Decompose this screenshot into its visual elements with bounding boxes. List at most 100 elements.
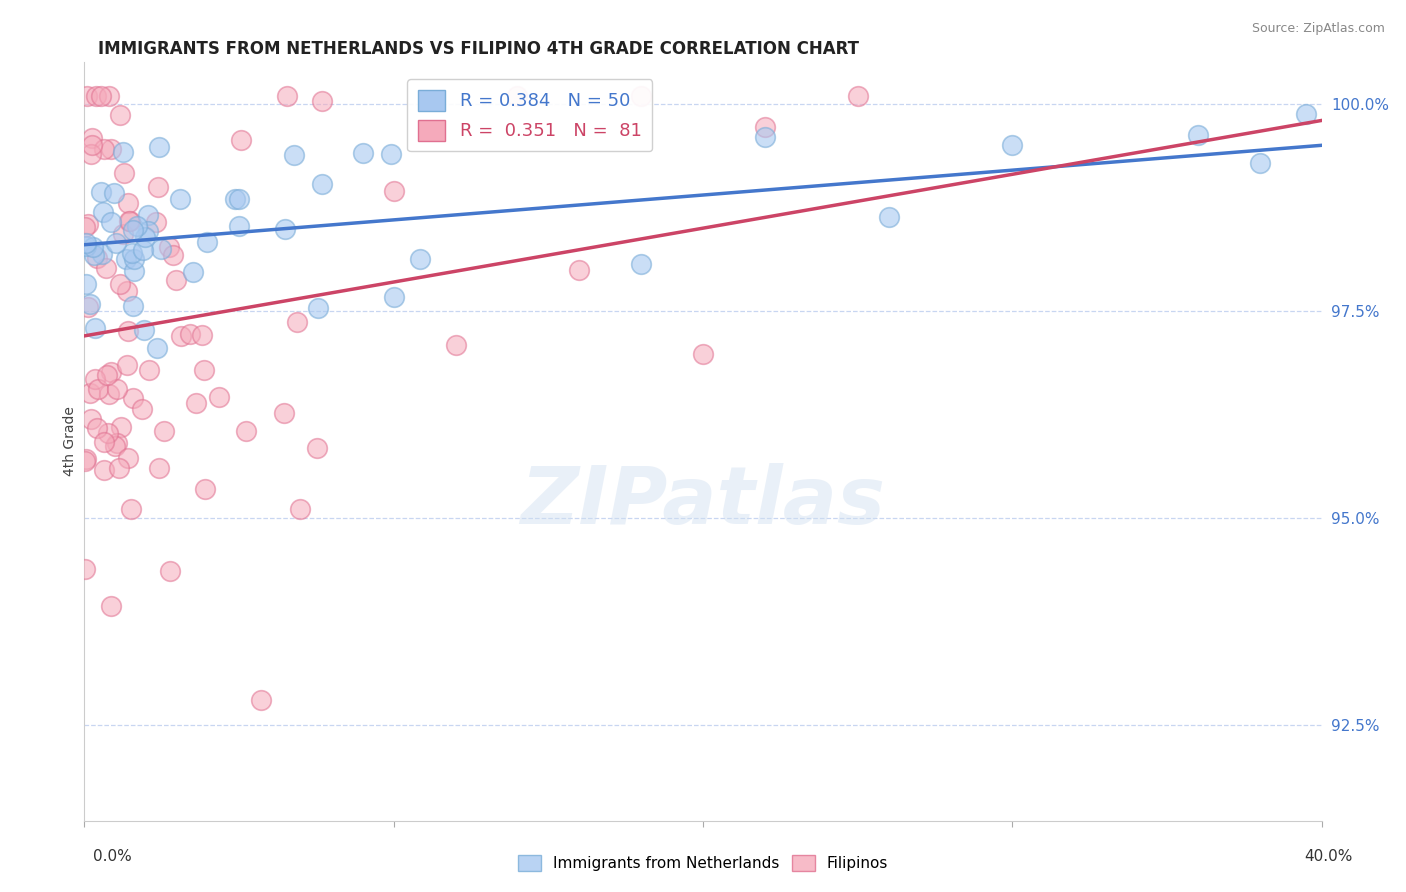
- Point: [159, 564, 181, 578]
- Point: [75, 277, 97, 291]
- Point: [93, 435, 115, 450]
- Point: [87, 382, 110, 396]
- Point: [352, 145, 374, 160]
- Point: [181, 265, 204, 279]
- Point: [877, 210, 900, 224]
- Point: [76, 301, 98, 315]
- Y-axis label: 4th Grade: 4th Grade: [63, 407, 77, 476]
- Point: [84, 372, 107, 386]
- Point: [224, 192, 246, 206]
- Point: [165, 273, 187, 287]
- Point: [100, 599, 122, 614]
- Point: [229, 133, 252, 147]
- Point: [568, 263, 591, 277]
- Point: [1187, 128, 1209, 143]
- Point: [112, 145, 135, 159]
- Point: [120, 501, 142, 516]
- Point: [82, 130, 104, 145]
- Point: [145, 215, 167, 229]
- Point: [100, 142, 122, 156]
- Legend: R = 0.384   N = 50, R =  0.351   N =  81: R = 0.384 N = 50, R = 0.351 N = 81: [408, 79, 652, 152]
- Point: [100, 365, 122, 379]
- Point: [138, 208, 160, 222]
- Point: [103, 186, 125, 200]
- Point: [179, 326, 201, 341]
- Point: [115, 284, 138, 298]
- Point: [307, 301, 329, 315]
- Point: [84, 88, 107, 103]
- Text: ZIPatlas: ZIPatlas: [520, 463, 886, 541]
- Text: 40.0%: 40.0%: [1305, 849, 1353, 863]
- Point: [148, 140, 170, 154]
- Point: [115, 359, 138, 373]
- Point: [122, 264, 145, 278]
- Point: [1001, 138, 1024, 153]
- Point: [148, 461, 170, 475]
- Text: Source: ZipAtlas.com: Source: ZipAtlas.com: [1251, 22, 1385, 36]
- Point: [157, 240, 180, 254]
- Point: [311, 94, 333, 108]
- Point: [186, 395, 208, 409]
- Point: [94, 261, 117, 276]
- Point: [76, 88, 98, 103]
- Point: [91, 246, 114, 260]
- Point: [122, 299, 145, 313]
- Point: [197, 235, 219, 249]
- Point: [84, 320, 107, 334]
- Point: [208, 390, 231, 404]
- Point: [1295, 107, 1317, 121]
- Point: [273, 406, 295, 420]
- Point: [382, 290, 405, 304]
- Point: [75, 451, 97, 466]
- Point: [86, 251, 108, 265]
- Point: [80, 412, 103, 426]
- Point: [75, 235, 97, 250]
- Point: [125, 219, 148, 234]
- Point: [382, 184, 405, 198]
- Point: [146, 342, 169, 356]
- Point: [249, 692, 271, 706]
- Point: [118, 213, 141, 227]
- Point: [170, 329, 193, 343]
- Point: [108, 277, 131, 291]
- Point: [1249, 156, 1271, 170]
- Point: [112, 227, 135, 242]
- Point: [191, 328, 214, 343]
- Legend: Immigrants from Netherlands, Filipinos: Immigrants from Netherlands, Filipinos: [512, 849, 894, 877]
- Point: [380, 146, 402, 161]
- Point: [104, 236, 127, 251]
- Point: [131, 402, 153, 417]
- Point: [79, 147, 101, 161]
- Point: [136, 224, 159, 238]
- Point: [285, 315, 308, 329]
- Point: [134, 229, 156, 244]
- Point: [235, 424, 257, 438]
- Point: [153, 424, 176, 438]
- Point: [150, 242, 173, 256]
- Point: [105, 436, 128, 450]
- Point: [194, 482, 217, 496]
- Point: [108, 108, 131, 122]
- Point: [276, 88, 298, 103]
- Point: [90, 185, 112, 199]
- Point: [692, 347, 714, 361]
- Point: [162, 248, 184, 262]
- Point: [75, 454, 97, 468]
- Point: [169, 192, 191, 206]
- Point: [630, 257, 652, 271]
- Point: [228, 219, 250, 233]
- Point: [112, 166, 135, 180]
- Point: [117, 450, 139, 465]
- Point: [117, 196, 139, 211]
- Point: [274, 222, 297, 236]
- Point: [409, 252, 432, 267]
- Point: [846, 88, 869, 103]
- Point: [93, 462, 115, 476]
- Point: [122, 223, 145, 237]
- Point: [77, 217, 100, 231]
- Point: [115, 252, 138, 266]
- Text: 0.0%: 0.0%: [93, 849, 132, 863]
- Point: [83, 248, 105, 262]
- Point: [79, 296, 101, 310]
- Point: [148, 180, 170, 194]
